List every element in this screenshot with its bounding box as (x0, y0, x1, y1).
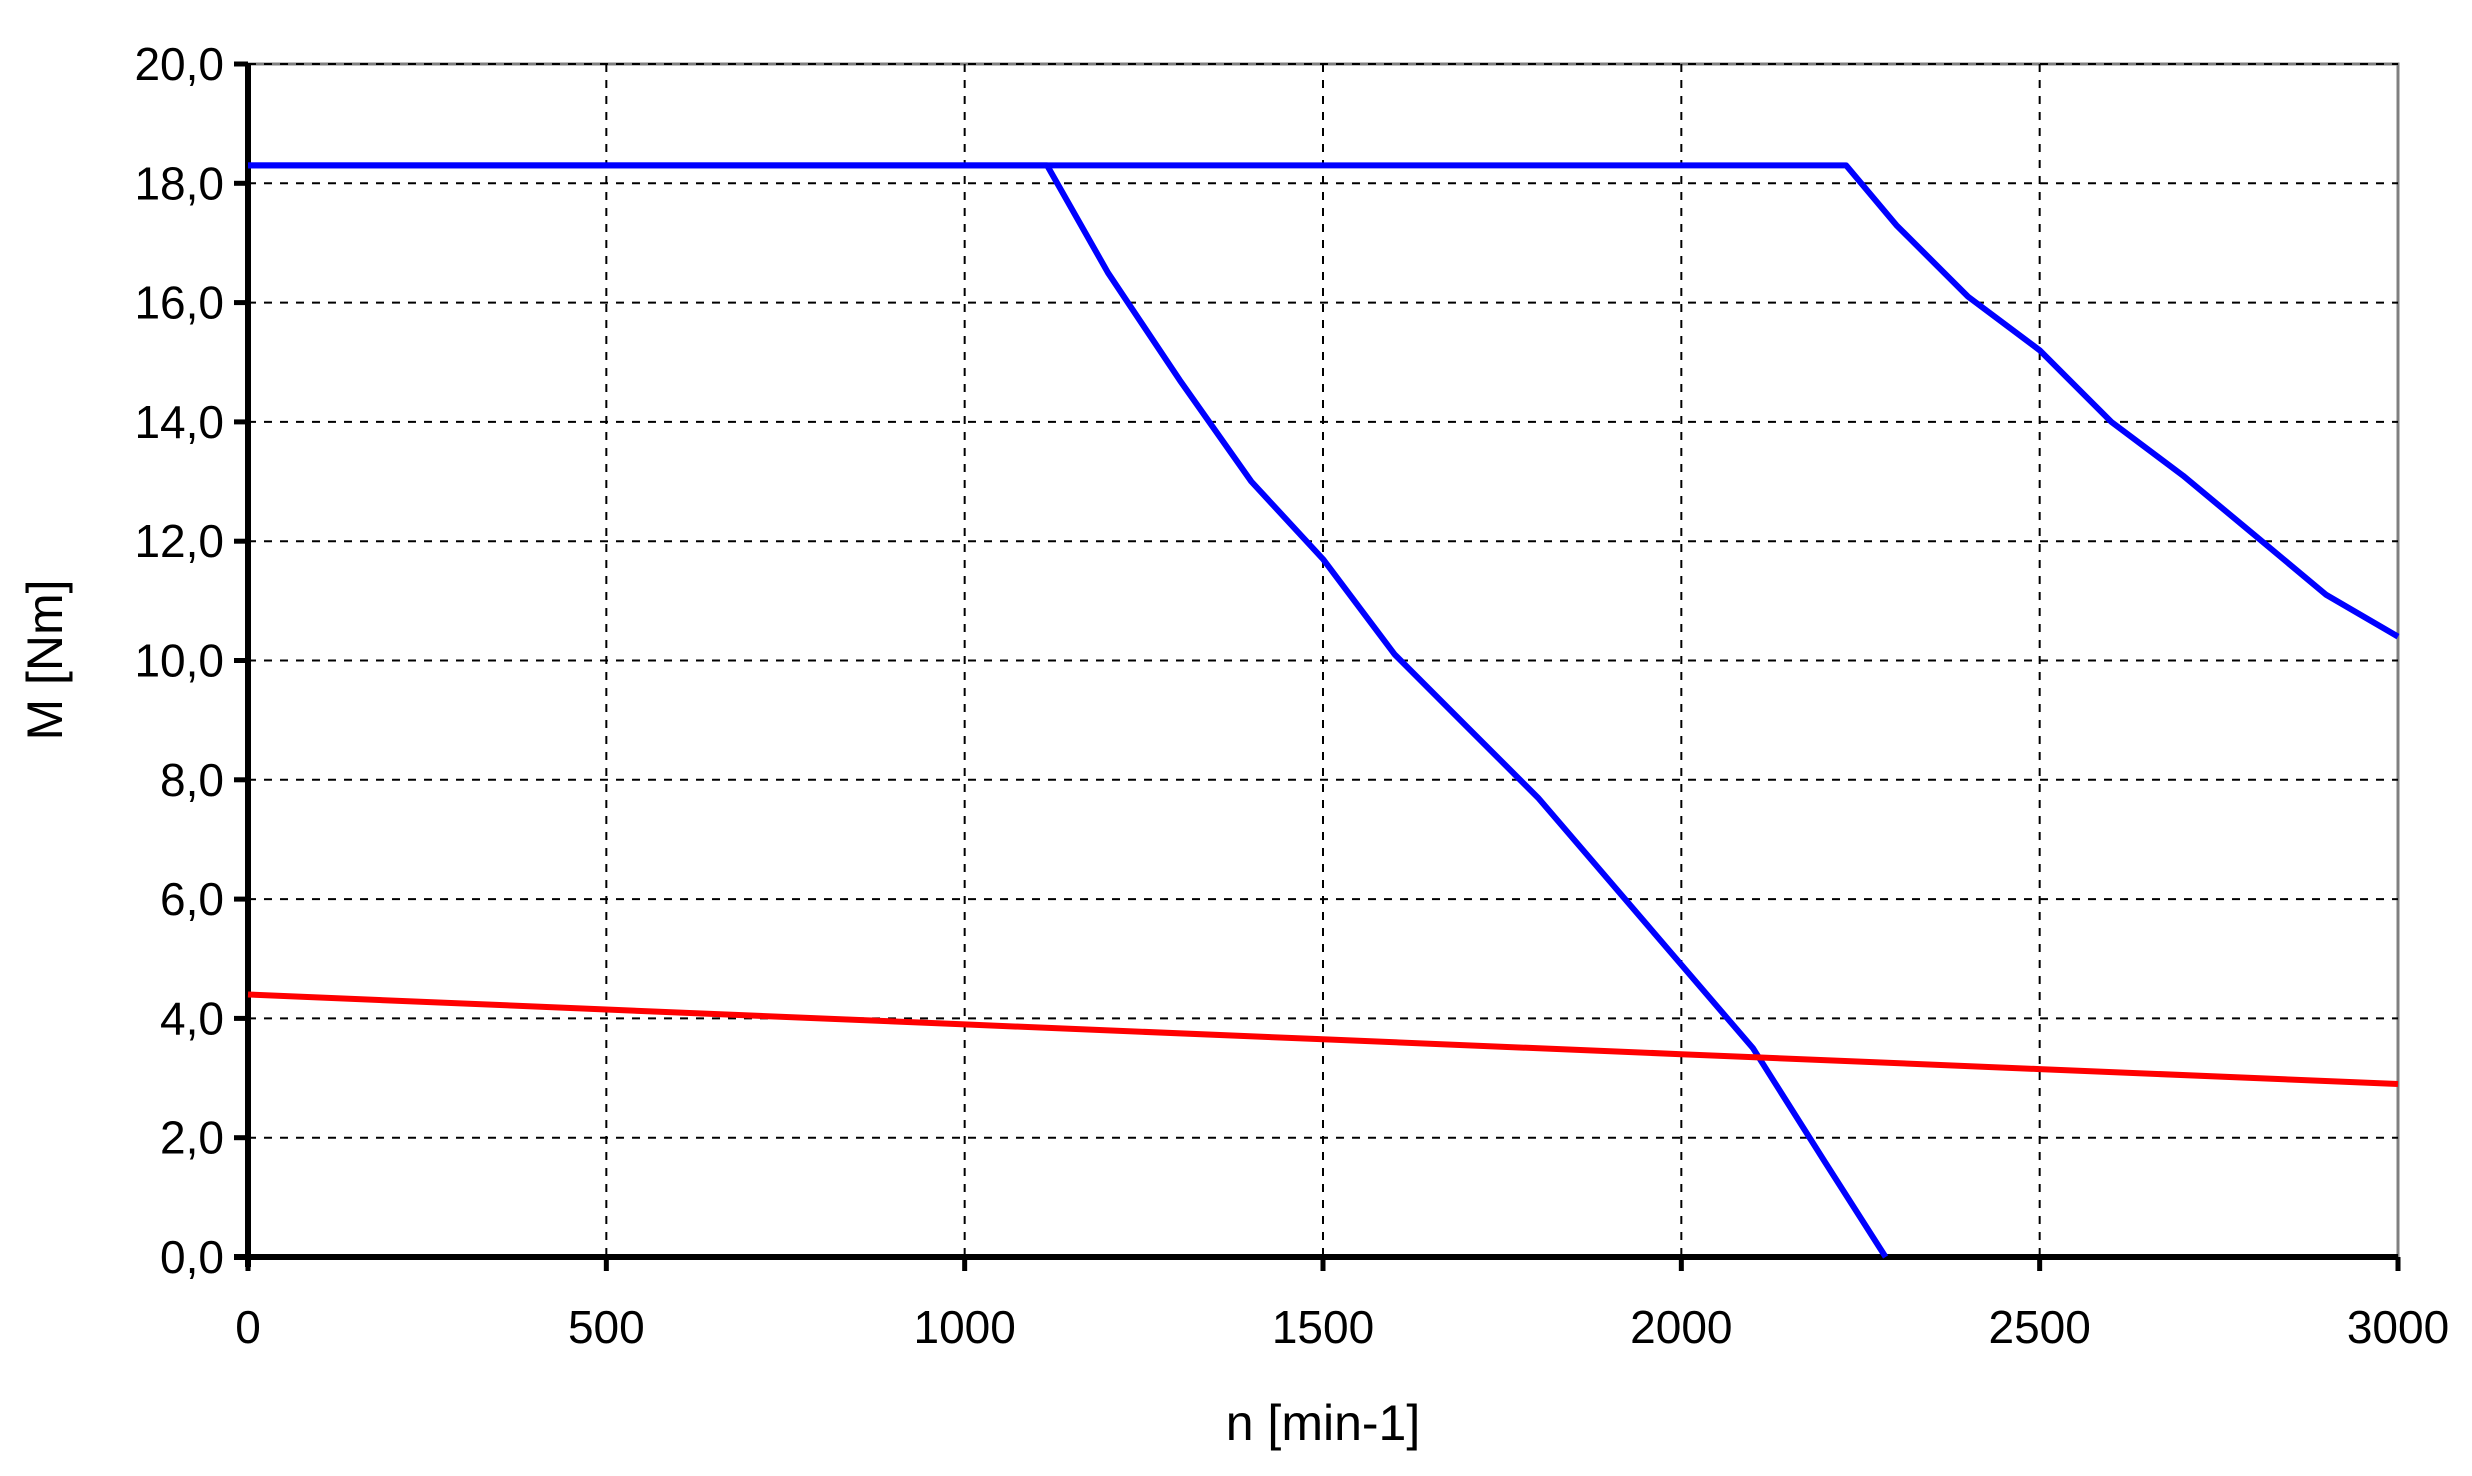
tick-labels: 0,0 2,0 4,0 6,0 8,0 10,0 12,0 14,0 16,0 18,0 20,0 0… (134, 38, 2449, 1353)
y-tick-label: 6,0 (160, 873, 224, 925)
series-line-3 (247, 991, 2399, 1087)
y-tick-label: 10,0 (134, 635, 224, 687)
y-tick-label: 2,0 (160, 1112, 224, 1164)
y-tick-label: 18,0 (134, 157, 224, 209)
y-tick-label: 8,0 (160, 754, 224, 806)
x-tick-label: 500 (568, 1301, 645, 1353)
series-line-1 (248, 162, 1889, 1259)
y-tick-label: 14,0 (134, 396, 224, 448)
x-tick-label: 0 (235, 1301, 261, 1353)
grid-lines (248, 63, 2398, 1257)
x-tick-label: 1500 (1272, 1301, 1374, 1353)
y-tick-label: 20,0 (134, 38, 224, 90)
axes (234, 61, 2401, 1271)
y-tick-label: 12,0 (134, 515, 224, 567)
y-tick-label: 16,0 (134, 277, 224, 329)
x-tick-label: 2000 (1630, 1301, 1732, 1353)
series-line-2 (248, 162, 2400, 640)
y-axis-title: M [Nm] (17, 579, 73, 740)
y-tick-label: 4,0 (160, 992, 224, 1044)
y-tick-label: 0,0 (160, 1231, 224, 1283)
x-tick-label: 3000 (2347, 1301, 2449, 1353)
x-tick-label: 2500 (1988, 1301, 2090, 1353)
x-tick-label: 1000 (913, 1301, 1015, 1353)
x-axis-title: n [min-1] (1226, 1395, 1421, 1451)
data-series (247, 162, 2400, 1259)
